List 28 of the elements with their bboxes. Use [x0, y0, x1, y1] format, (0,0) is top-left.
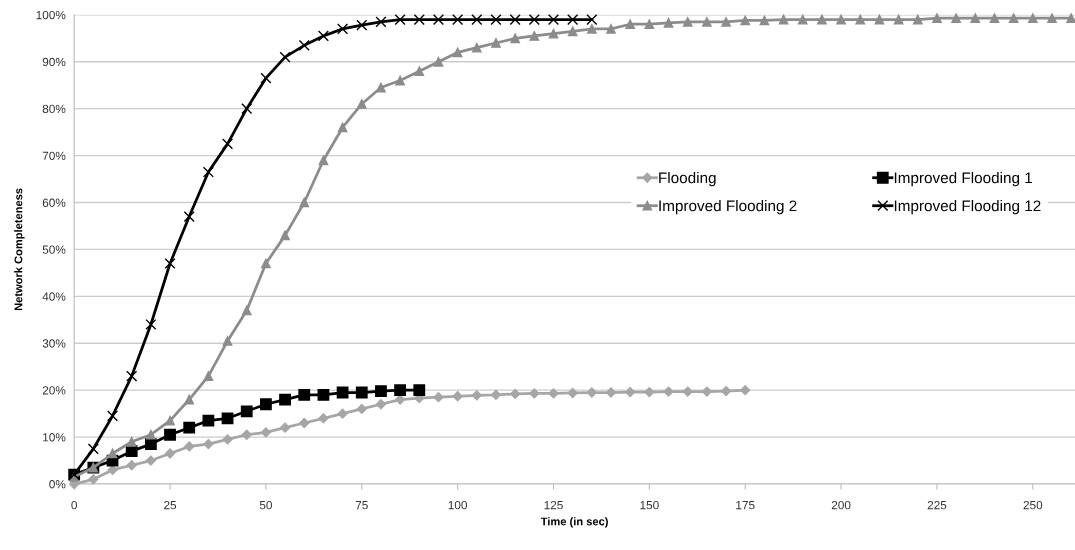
x-tick-label: 25 [164, 500, 177, 510]
x-tick-label: 50 [259, 500, 273, 510]
y-tick-label: 40% [42, 292, 66, 301]
y-tick-label: 100% [36, 10, 66, 20]
x-tick-label: 0 [71, 500, 77, 510]
x-tick-label: 100 [448, 500, 468, 510]
legend-label: Improved Flooding 1 [894, 172, 1032, 187]
y-tick-label: 80% [42, 104, 66, 114]
y-tick-label: 90% [42, 57, 66, 67]
y-tick-label: 20% [42, 386, 66, 395]
x-tick-label: 225 [927, 500, 947, 510]
y-tick-label: 30% [42, 339, 66, 348]
legend-label: Improved Flooding 2 [659, 200, 797, 215]
y-tick-label: 10% [43, 433, 66, 442]
y-tick-label: 70% [42, 151, 66, 160]
y-axis-title: Network Completeness [14, 188, 25, 311]
x-tick-label: 75 [355, 501, 368, 510]
legend-label: Flooding [659, 172, 716, 187]
x-axis-title: Time (in sec) [540, 517, 608, 528]
x-tick-label: 200 [831, 500, 851, 510]
x-tick-label: 125 [544, 500, 563, 510]
x-tick-label: 175 [736, 501, 755, 510]
y-tick-label: 50% [42, 245, 66, 254]
x-tick-label: 250 [1023, 500, 1043, 510]
x-tick-label: 150 [640, 500, 659, 510]
y-tick-label: 0% [49, 480, 66, 489]
legend-label: Improved Flooding 12 [894, 200, 1041, 215]
y-tick-label: 60% [42, 198, 66, 207]
